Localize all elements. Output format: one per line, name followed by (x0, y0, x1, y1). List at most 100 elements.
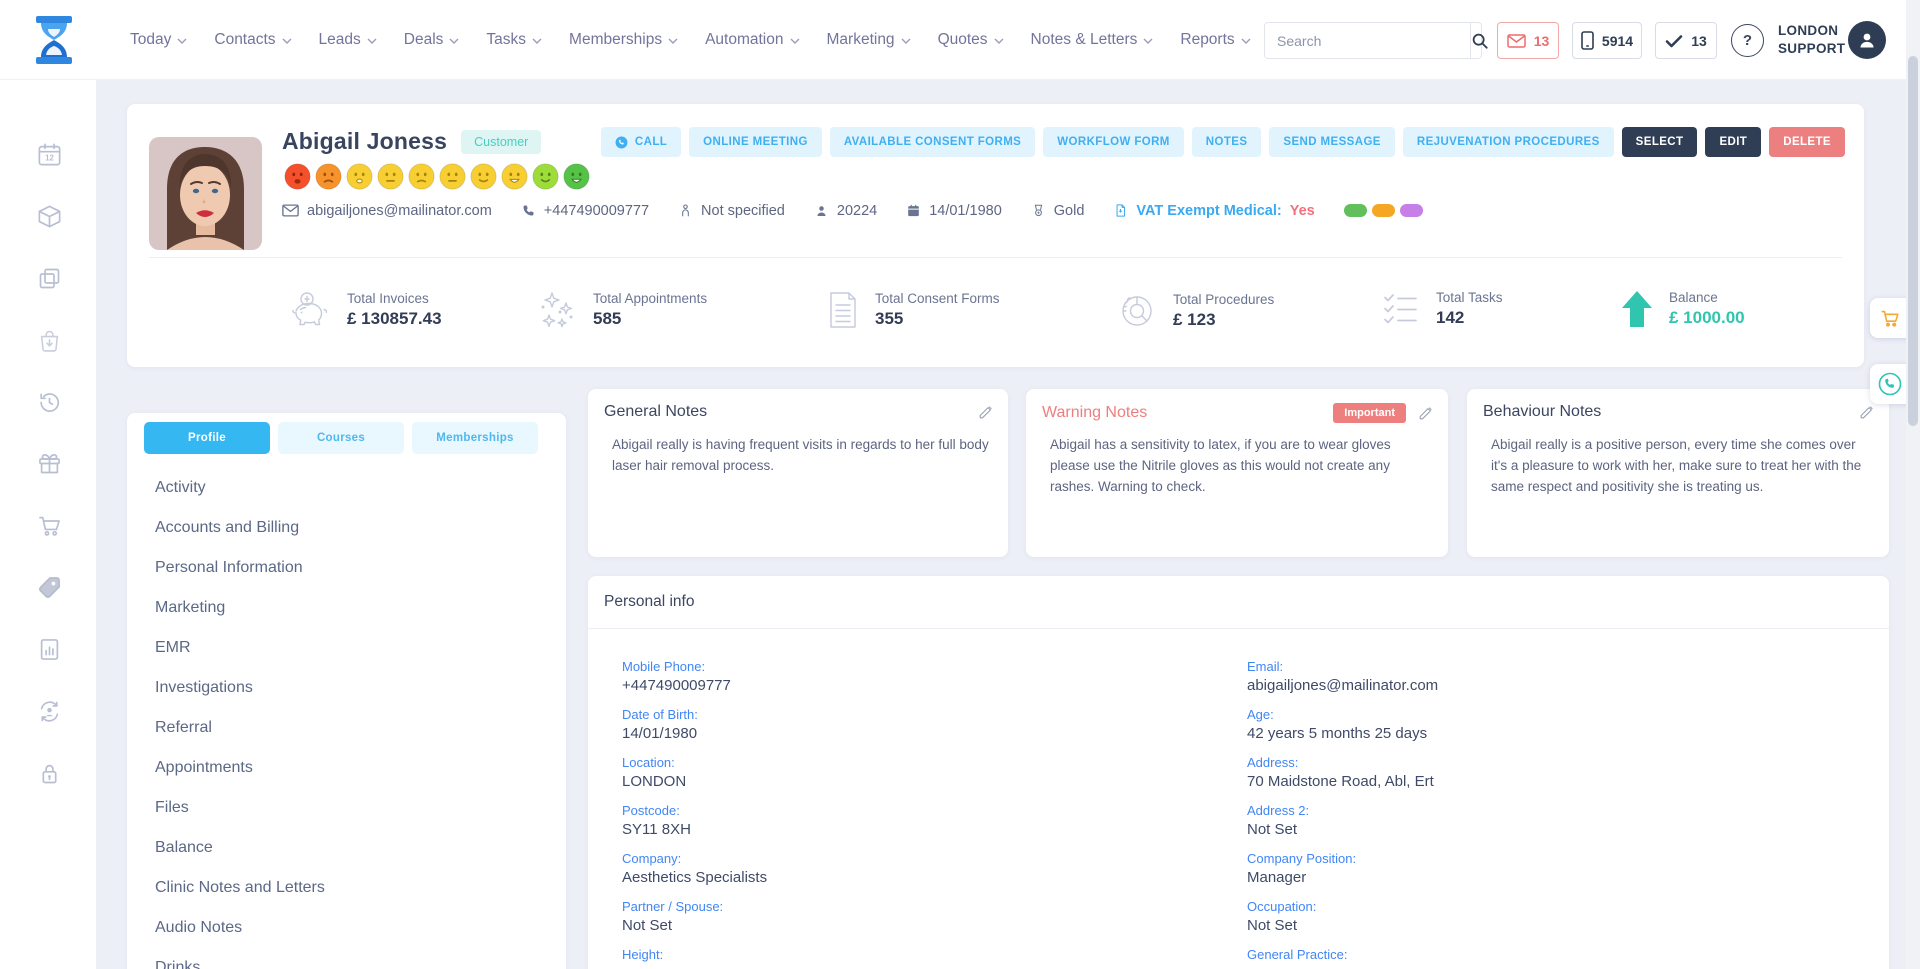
history-icon[interactable] (36, 389, 63, 416)
mood-emoji-very-happy[interactable] (563, 163, 590, 190)
cart-icon[interactable] (36, 512, 63, 539)
menu-activity[interactable]: Activity (155, 479, 206, 496)
menu-referral[interactable]: Referral (155, 719, 212, 736)
user-avatar-icon[interactable] (1848, 21, 1886, 59)
tab-profile[interactable]: Profile (144, 422, 270, 454)
page-scrollbar[interactable] (1906, 0, 1920, 969)
report-chart-icon[interactable] (36, 636, 63, 663)
send-message-button[interactable]: SEND MESSAGE (1269, 127, 1395, 157)
global-search (1264, 22, 1488, 59)
lock-icon[interactable] (36, 760, 63, 787)
edit-pencil-icon[interactable] (1859, 404, 1875, 420)
call-button[interactable]: CALL (600, 127, 682, 157)
menu-clinic-notes-letters[interactable]: Clinic Notes and Letters (155, 879, 325, 896)
field-mobile-phone: Mobile Phone: +447490009777 (622, 659, 731, 694)
nav-reports[interactable]: Reports (1180, 31, 1251, 49)
rejuvenation-procedures-button[interactable]: REJUVENATION PROCEDURES (1402, 127, 1614, 157)
duplicate-icon[interactable] (36, 265, 63, 292)
mood-emoji-displeased[interactable] (408, 163, 435, 190)
profile-tabs: Profile Courses Memberships (144, 422, 538, 454)
behaviour-notes-card: Behaviour Notes Abigail really is a posi… (1467, 389, 1889, 557)
tasks-count: 13 (1691, 32, 1707, 49)
phone-icon (615, 136, 628, 148)
chevron-down-icon (449, 38, 459, 44)
mood-emoji-grimace[interactable] (346, 163, 373, 190)
client-phone[interactable]: +447490009777 (521, 203, 649, 219)
menu-marketing[interactable]: Marketing (155, 599, 226, 616)
client-photo[interactable] (149, 137, 262, 250)
divider (588, 628, 1889, 629)
calendar-icon[interactable]: 12 (36, 141, 63, 168)
menu-investigations[interactable]: Investigations (155, 679, 253, 696)
call-quick-button[interactable] (1870, 364, 1910, 404)
mood-emoji-angry[interactable] (284, 163, 311, 190)
search-icon[interactable] (1470, 23, 1489, 58)
menu-accounts-billing[interactable]: Accounts and Billing (155, 519, 300, 536)
edit-button[interactable]: EDIT (1705, 127, 1762, 157)
medal-icon (1034, 204, 1043, 217)
app-logo-icon[interactable] (24, 10, 84, 70)
price-tag-icon[interactable] (36, 574, 63, 601)
nav-memberships[interactable]: Memberships (569, 31, 678, 49)
calls-badge[interactable]: 5914 (1572, 22, 1642, 59)
consent-forms-button[interactable]: AVAILABLE CONSENT FORMS (829, 127, 1036, 157)
mood-emoji-neutral[interactable] (377, 163, 404, 190)
messages-badge[interactable]: 13 (1497, 22, 1559, 59)
gift-icon[interactable] (36, 450, 63, 477)
menu-balance[interactable]: Balance (155, 839, 213, 856)
menu-emr[interactable]: EMR (155, 639, 191, 656)
nav-leads[interactable]: Leads (319, 31, 377, 49)
menu-appointments[interactable]: Appointments (155, 759, 253, 776)
tab-courses[interactable]: Courses (278, 422, 404, 454)
mood-emoji-slight-smile[interactable] (470, 163, 497, 190)
client-id: 20224 (814, 203, 877, 219)
workflow-form-button[interactable]: WORKFLOW FORM (1043, 127, 1184, 157)
help-icon[interactable]: ? (1731, 24, 1764, 57)
edit-pencil-icon[interactable] (1418, 405, 1434, 421)
client-email[interactable]: abigailjones@mailinator.com (282, 203, 492, 219)
label-pill-orange[interactable] (1371, 204, 1395, 217)
tasks-badge[interactable]: 13 (1655, 22, 1717, 59)
nav-contacts[interactable]: Contacts (214, 31, 292, 49)
chevron-down-icon (282, 38, 292, 44)
top-header: Today Contacts Leads Deals Tasks Members… (0, 0, 1920, 80)
menu-personal-information[interactable]: Personal Information (155, 559, 303, 576)
scrollbar-thumb[interactable] (1908, 56, 1918, 426)
menu-files[interactable]: Files (155, 799, 189, 816)
purchase-bag-icon[interactable] (36, 327, 63, 354)
chevron-down-icon (532, 38, 542, 44)
chevron-down-icon (1241, 38, 1251, 44)
menu-drinks[interactable]: Drinks (155, 959, 201, 969)
label-pill-purple[interactable] (1399, 204, 1423, 217)
search-input[interactable] (1265, 23, 1470, 58)
main-nav: Today Contacts Leads Deals Tasks Members… (130, 0, 1310, 80)
nav-today[interactable]: Today (130, 31, 187, 49)
general-notes-card: General Notes Abigail really is having f… (588, 389, 1008, 557)
tab-memberships[interactable]: Memberships (412, 422, 538, 454)
nav-marketing[interactable]: Marketing (827, 31, 911, 49)
nav-notes-letters[interactable]: Notes & Letters (1031, 31, 1154, 49)
online-meeting-button[interactable]: ONLINE MEETING (689, 127, 822, 157)
nav-deals[interactable]: Deals (404, 31, 460, 49)
edit-pencil-icon[interactable] (978, 404, 994, 420)
label-pill-green[interactable] (1343, 204, 1367, 217)
field-company-position: Company Position: Manager (1247, 851, 1357, 886)
menu-audio-notes[interactable]: Audio Notes (155, 919, 243, 936)
cart-quick-button[interactable] (1870, 298, 1910, 338)
mood-emoji-happy[interactable] (532, 163, 559, 190)
nav-quotes[interactable]: Quotes (938, 31, 1004, 49)
delete-button[interactable]: DELETE (1769, 127, 1845, 157)
select-button[interactable]: SELECT (1621, 127, 1698, 157)
nav-tasks[interactable]: Tasks (486, 31, 542, 49)
package-icon[interactable] (36, 203, 63, 230)
mood-emoji-flat[interactable] (439, 163, 466, 190)
check-icon (1665, 34, 1683, 47)
notes-button[interactable]: NOTES (1191, 127, 1262, 157)
mood-emoji-sad[interactable] (315, 163, 342, 190)
mood-emoji-grin[interactable] (501, 163, 528, 190)
warning-notes-card: Warning Notes Important Abigail has a se… (1026, 389, 1448, 557)
nav-automation[interactable]: Automation (705, 31, 799, 49)
client-header-card: Abigail Joness Customer abigailjones@mai… (127, 104, 1864, 367)
client-sync-icon[interactable] (36, 698, 63, 725)
